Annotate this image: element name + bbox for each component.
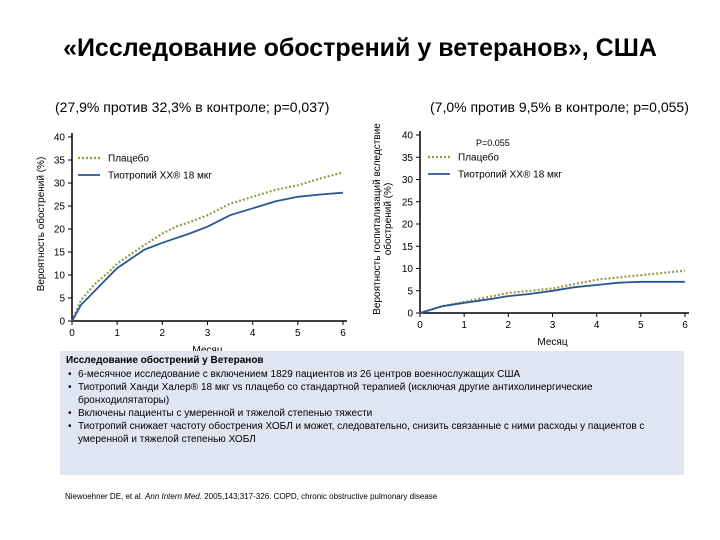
series-line-placebo bbox=[419, 269, 686, 315]
x-tick-label: 1 bbox=[461, 320, 467, 331]
y-tick-label: 40 bbox=[54, 133, 66, 144]
x-tick-label: 0 bbox=[417, 320, 423, 331]
y-tick-label: 35 bbox=[54, 156, 66, 167]
y-tick-label: 35 bbox=[402, 153, 414, 164]
reference-citation: Niewoehner DE, et al. Ann Intern Med. 20… bbox=[65, 492, 437, 501]
x-tick-label: 3 bbox=[550, 320, 556, 331]
study-info-item: Тиотропий снижает частоту обострения ХОБ… bbox=[68, 420, 678, 446]
legend-label: Тиотропий ХХ® 18 мкг bbox=[458, 170, 562, 181]
series-line-tiotropium bbox=[71, 191, 344, 322]
hospitalization-probability-chart: 0 5 10 15 20 25 30 35 40 0 1 2 3 4 5 6 Месяц Вероятность … bbox=[372, 123, 689, 348]
y-axis-label: обострений (%) bbox=[382, 183, 394, 256]
y-tick-label: 15 bbox=[54, 248, 66, 259]
y-tick-label: 0 bbox=[407, 309, 413, 320]
y-tick-label: 0 bbox=[59, 317, 65, 328]
x-tick-label: 2 bbox=[506, 320, 512, 331]
study-info-item: Тиотропий Ханди Халер® 18 мкг vs плацебо… bbox=[68, 381, 678, 407]
study-info-list: 6-месячное исследование с включением 182… bbox=[66, 368, 678, 446]
y-tick-label: 40 bbox=[402, 131, 414, 142]
x-tick-label: 4 bbox=[250, 328, 256, 339]
x-tick-label: 5 bbox=[638, 320, 644, 331]
reference-authors: Niewoehner DE, et al. bbox=[65, 492, 146, 501]
x-tick-label: 3 bbox=[205, 328, 211, 339]
x-tick-label: 6 bbox=[682, 320, 688, 331]
y-axis-label: Вероятность обострений (%) bbox=[35, 157, 47, 292]
x-tick-label: 1 bbox=[114, 328, 120, 339]
x-tick-label: 6 bbox=[340, 328, 346, 339]
y-tick-label: 5 bbox=[407, 286, 413, 297]
study-info-heading: Исследование обострений у Ветеранов bbox=[66, 355, 264, 366]
chart-left-subtitle: (27,9% против 32,3% в контроле; p=0,037) bbox=[55, 99, 330, 115]
y-tick-label: 15 bbox=[402, 242, 414, 253]
y-tick-label: 25 bbox=[54, 202, 66, 213]
study-info-box: Исследование обострений у Ветеранов 6-ме… bbox=[60, 351, 684, 475]
y-tick-label: 30 bbox=[54, 179, 66, 190]
y-tick-label: 10 bbox=[402, 264, 414, 275]
x-tick-label: 2 bbox=[160, 328, 166, 339]
page-title: «Исследование обострений у ветеранов», С… bbox=[63, 34, 657, 62]
legend-label: Плацебо bbox=[108, 153, 149, 165]
x-tick-label: 4 bbox=[594, 320, 600, 331]
p-value-annotation: P=0.055 bbox=[476, 138, 510, 148]
y-tick-label: 5 bbox=[59, 294, 65, 305]
x-tick-label: 5 bbox=[295, 328, 301, 339]
legend-label: Плацебо bbox=[458, 152, 499, 164]
reference-details: 2005,143;317-326. COPD, chronic obstruct… bbox=[201, 492, 438, 501]
x-tick-label: 0 bbox=[69, 328, 75, 339]
y-axis-label: Вероятность госпитализаций вследствие bbox=[372, 123, 383, 315]
study-info-item: 6-месячное исследование с включением 182… bbox=[68, 368, 678, 381]
reference-journal: Ann Intern Med. bbox=[145, 492, 202, 501]
y-tick-label: 30 bbox=[402, 175, 414, 186]
y-tick-label: 20 bbox=[402, 220, 414, 231]
chart-right-subtitle: (7,0% против 9,5% в контроле; p=0,055) bbox=[430, 99, 689, 115]
x-axis-label: Месяц bbox=[537, 337, 567, 348]
legend-label: Тиотропий ХХ® 18 мкг bbox=[108, 171, 212, 182]
series-line-tiotropium bbox=[419, 280, 685, 314]
y-tick-label: 25 bbox=[402, 197, 414, 208]
exacerbation-probability-chart: 0 5 10 15 20 25 30 35 40 0 1 2 3 4 5 6 Месяц Вероятность … bbox=[35, 133, 347, 356]
series-line-placebo bbox=[70, 171, 344, 322]
study-info-item: Включены пациенты с умеренной и тяжелой … bbox=[68, 407, 678, 420]
y-tick-label: 10 bbox=[54, 271, 66, 282]
x-axis-label: Месяц bbox=[192, 345, 222, 356]
y-tick-label: 20 bbox=[54, 225, 66, 236]
